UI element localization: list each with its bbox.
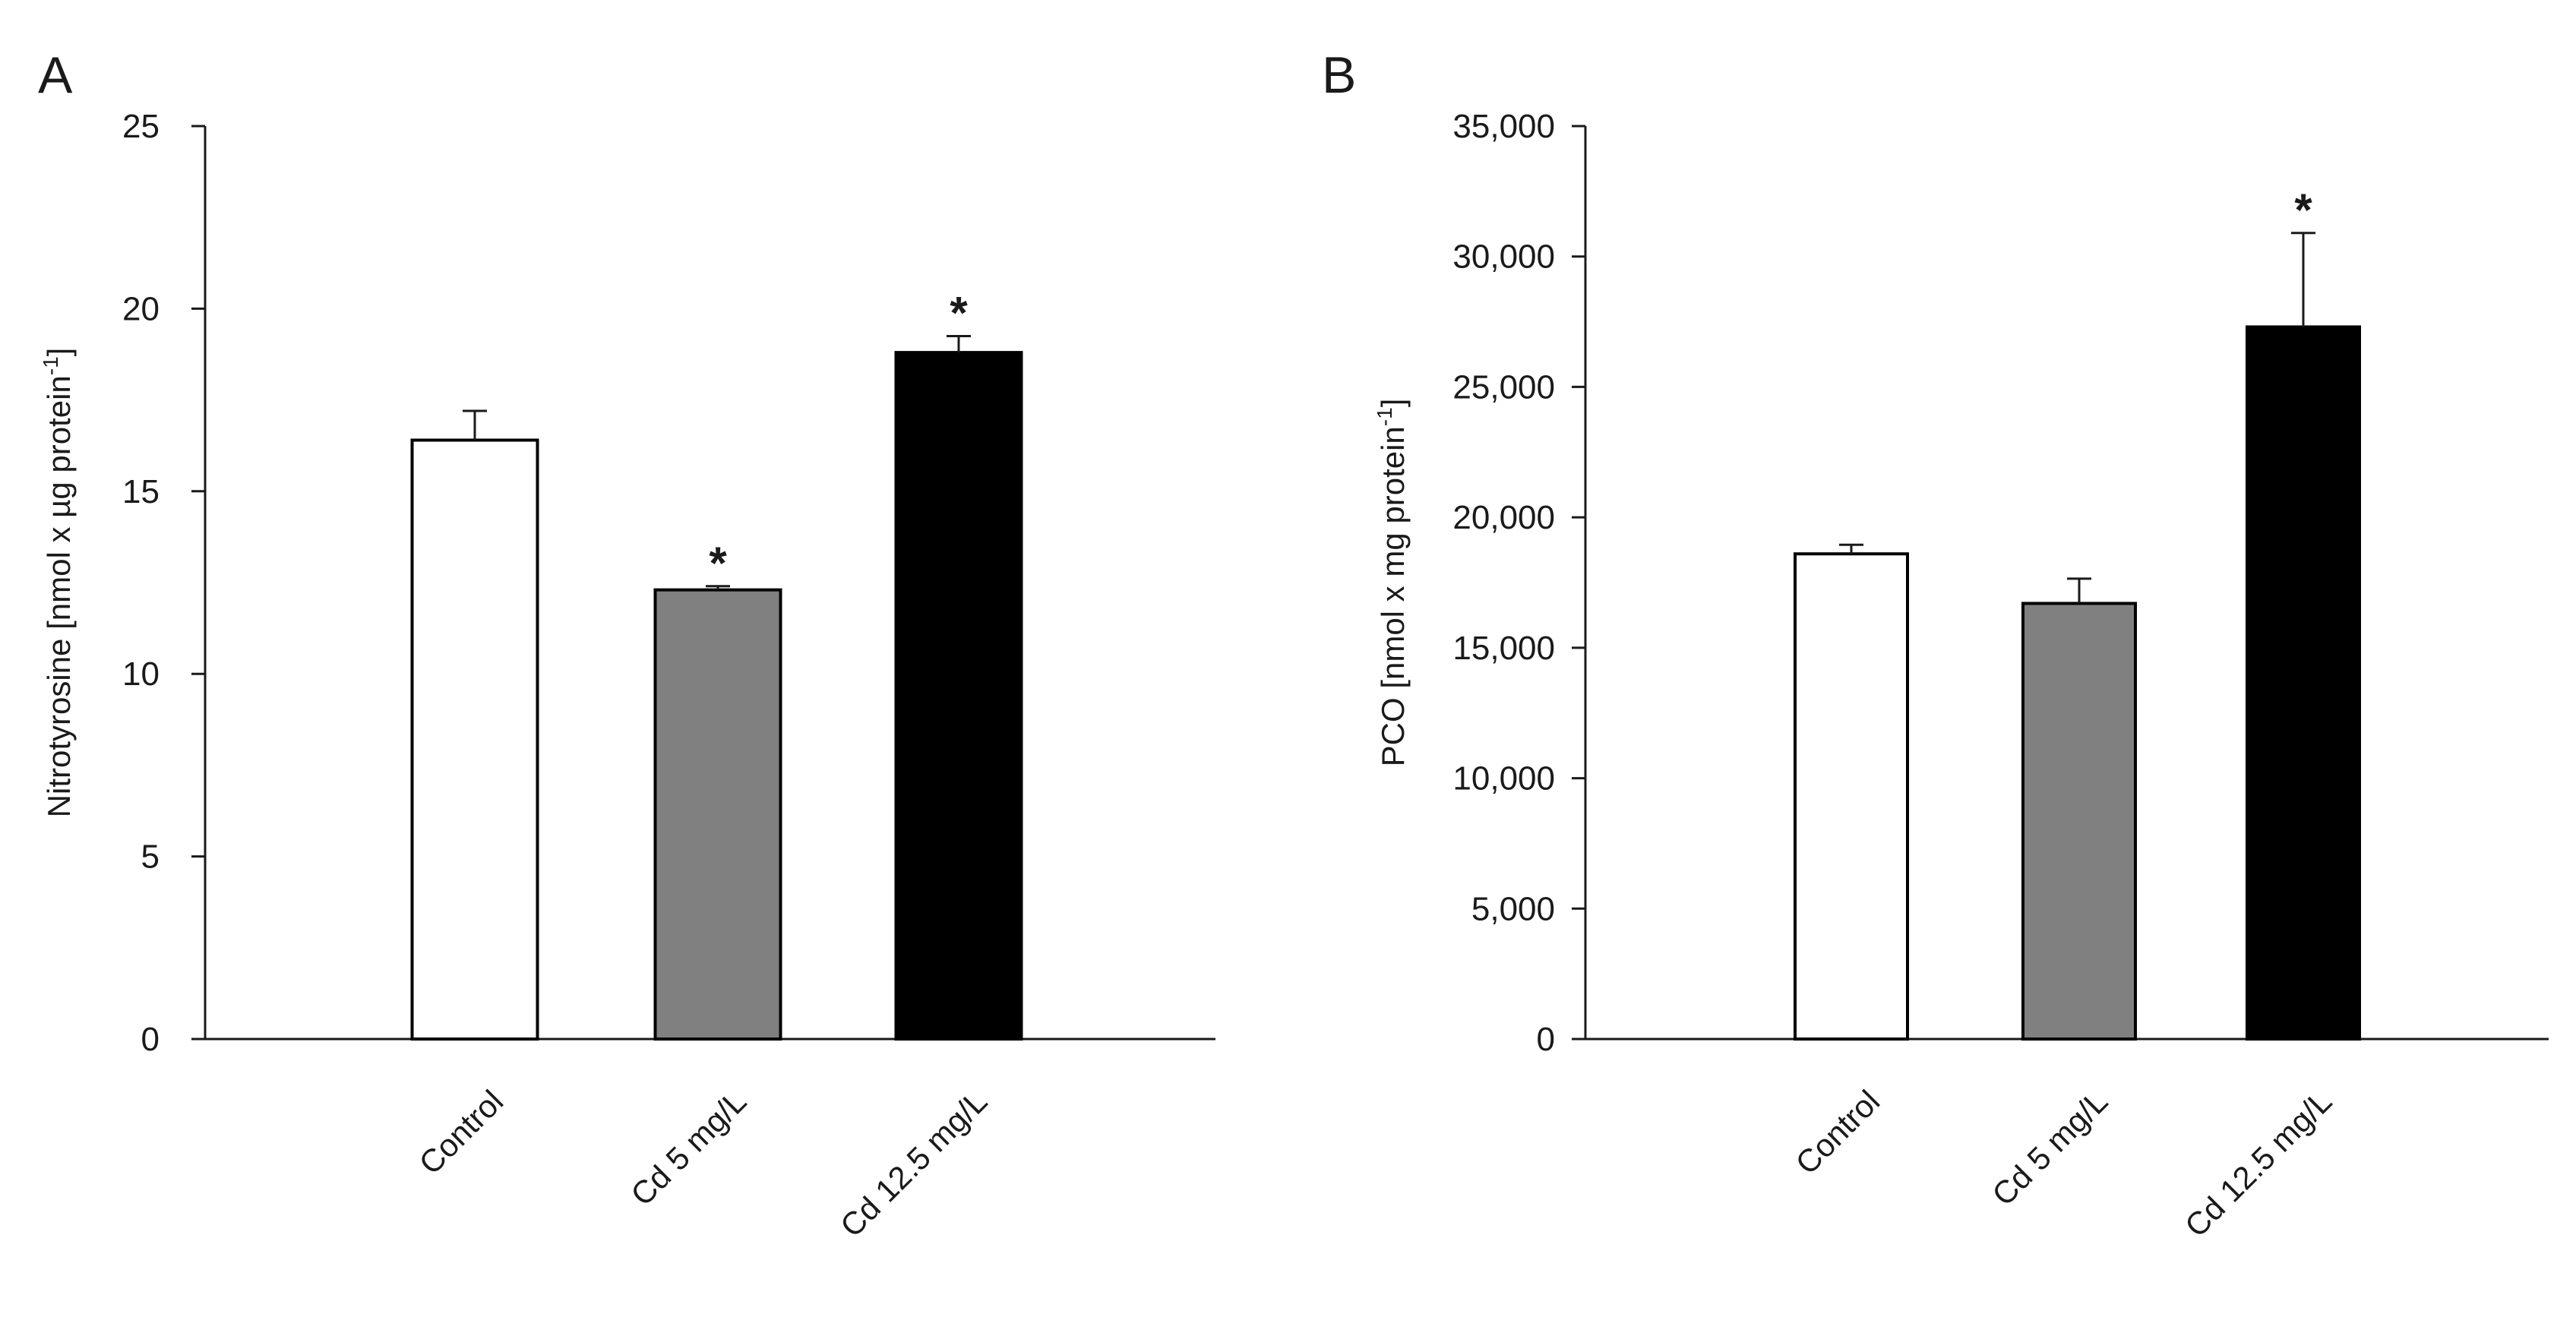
y-axis-title-sup: -1 — [1373, 407, 1396, 426]
panel-a: A 0 5 10 15 20 25 Nitrotyrosine [nmol x µg prot… — [38, 46, 1215, 1244]
panel-letter: B — [1322, 46, 1356, 104]
panel-letter: A — [38, 46, 73, 104]
y-tick-label: 10,000 — [1452, 760, 1555, 797]
y-tick-label: 5 — [141, 839, 160, 876]
category-label: Cd 5 mg/L — [624, 1083, 753, 1212]
bar — [410, 438, 539, 1041]
bar — [2246, 325, 2361, 1041]
category-label: Cd 5 mg/L — [1985, 1083, 2114, 1212]
y-tick-label: 20,000 — [1452, 499, 1555, 536]
y-axis-title: PCO [nmol x mg protein-1] — [1373, 399, 1411, 767]
significance-marker: * — [709, 538, 727, 589]
y-tick-label: 25,000 — [1452, 368, 1555, 406]
y-axis-title: Nitrotyrosine [nmol x µg protein-1] — [39, 348, 77, 818]
bar — [653, 588, 782, 1041]
category-label: Control — [1788, 1083, 1886, 1181]
significance-marker: * — [2294, 185, 2312, 235]
y-tick-label: 25 — [122, 108, 160, 145]
y-tick-label: 0 — [1537, 1021, 1555, 1058]
category-label: Cd 12.5 mg/L — [833, 1083, 994, 1244]
category-label: Control — [412, 1083, 510, 1181]
panel-b: B 0 5,000 10,000 15,000 20,000 25,000 30,000 35,… — [1322, 46, 2549, 1244]
y-axis-title-main: Nitrotyrosine [nmol x µg protein — [41, 375, 77, 817]
y-tick-label: 10 — [122, 655, 160, 693]
bar — [1794, 552, 1909, 1041]
y-axis-title-main: PCO [nmol x mg protein — [1375, 426, 1411, 766]
bar — [894, 351, 1023, 1041]
y-axis-title-sup: -1 — [39, 356, 62, 375]
bar — [2021, 602, 2137, 1041]
y-tick-label: 15,000 — [1452, 630, 1555, 667]
y-axis-title-end: ] — [41, 348, 77, 357]
y-tick-label: 30,000 — [1452, 238, 1555, 276]
category-label: Cd 12.5 mg/L — [2178, 1083, 2339, 1244]
y-axis-title-end: ] — [1375, 399, 1411, 408]
y-tick-label: 5,000 — [1471, 890, 1555, 927]
y-tick-label: 15 — [122, 473, 160, 510]
y-tick-label: 0 — [141, 1021, 160, 1058]
y-tick-label: 20 — [122, 290, 160, 327]
y-tick-label: 35,000 — [1452, 108, 1555, 145]
significance-marker: * — [950, 287, 968, 338]
